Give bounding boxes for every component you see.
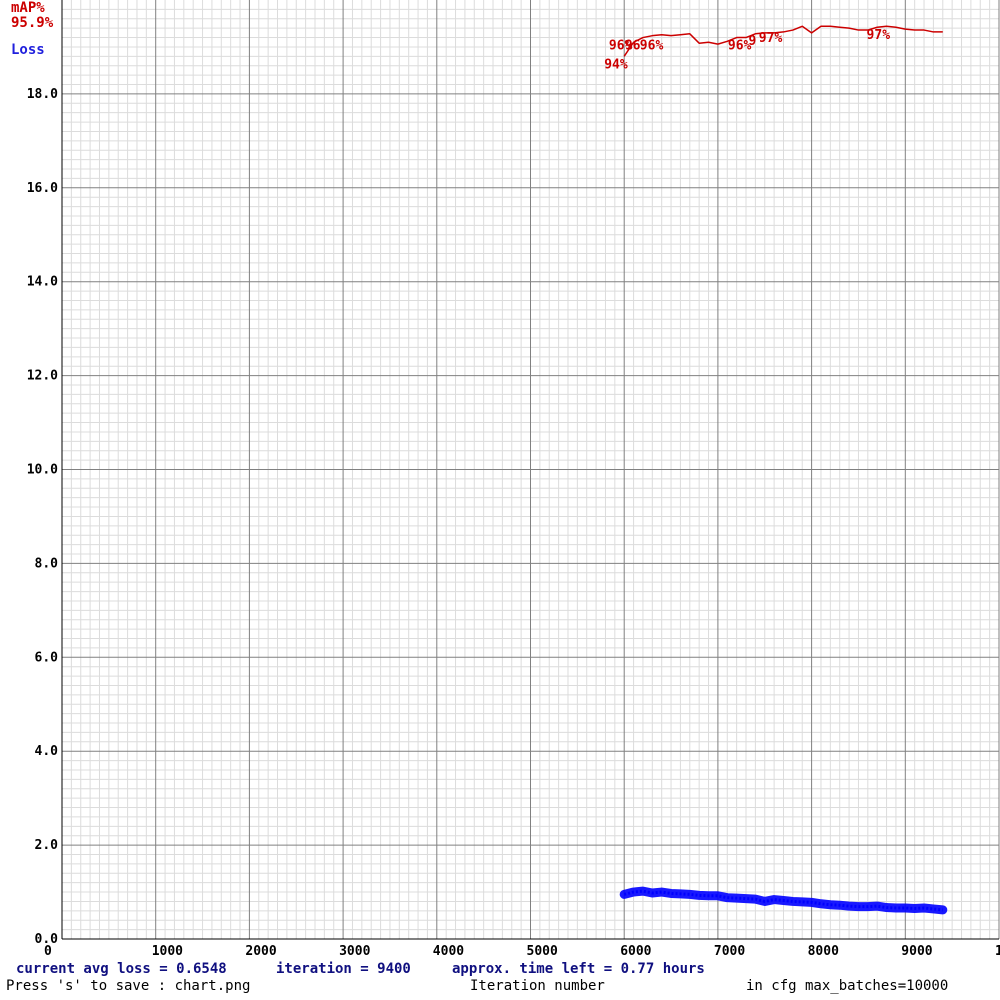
x-tick-label: 6000	[620, 944, 651, 959]
max-batches: in cfg max_batches=10000	[746, 978, 949, 994]
y-tick-label: 2.0	[35, 838, 59, 853]
major-grid	[62, 0, 1000, 939]
axes	[61, 0, 999, 940]
map-legend-value: 95.9%	[11, 15, 54, 31]
x-tick-label: 4000	[433, 944, 464, 959]
x-tick-label: 10	[995, 944, 1000, 959]
iteration-readout: iteration = 9400	[276, 961, 411, 977]
y-tick-label: 14.0	[27, 275, 58, 290]
map-annotations: 94%96%96 96% 96%9 97% 97%	[604, 28, 890, 72]
map-annotation: 96	[625, 39, 641, 54]
time-left: approx. time left = 0.77 hours	[452, 961, 705, 977]
y-tick-label: 4.0	[35, 744, 59, 759]
x-tick-label: 3000	[339, 944, 370, 959]
loss-series-jitter	[623, 889, 943, 912]
y-tick-label: 16.0	[27, 181, 58, 196]
map-annotation: 97%	[867, 28, 891, 43]
y-tick-label: 8.0	[35, 556, 59, 571]
x-tick-label: 2000	[245, 944, 276, 959]
map-series-line	[623, 25, 943, 57]
series-lines	[619, 25, 948, 915]
y-tick-label: 6.0	[35, 650, 59, 665]
map-annotation: 9	[748, 34, 756, 49]
y-tick-label: 18.0	[27, 87, 58, 102]
map-legend-label: mAP%	[11, 0, 45, 16]
y-tick-label: 0.0	[35, 932, 59, 947]
loss-legend-label: Loss	[11, 42, 45, 58]
tick-labels: 0 1000 2000 3000 4000 5000 6000 7000 8000 9000 10 0…	[27, 87, 1000, 959]
x-tick-label: 1000	[152, 944, 183, 959]
x-tick-label: 0	[44, 944, 52, 959]
x-tick-label: 5000	[527, 944, 558, 959]
map-annotation: 96%	[640, 39, 664, 54]
y-tick-label: 12.0	[27, 369, 58, 384]
map-annotation: 94%	[604, 57, 628, 72]
x-axis-title: Iteration number	[470, 978, 605, 994]
x-tick-label: 7000	[714, 944, 745, 959]
current-avg-loss: current avg loss = 0.6548	[16, 961, 227, 977]
map-annotation: 96%	[728, 39, 752, 54]
x-tick-label: 9000	[901, 944, 932, 959]
x-tick-label: 8000	[808, 944, 839, 959]
save-hint: Press 's' to save : chart.png	[6, 978, 251, 994]
y-tick-label: 10.0	[27, 463, 58, 478]
map-annotation: 96%	[609, 39, 633, 54]
map-annotation: 97%	[759, 31, 783, 46]
